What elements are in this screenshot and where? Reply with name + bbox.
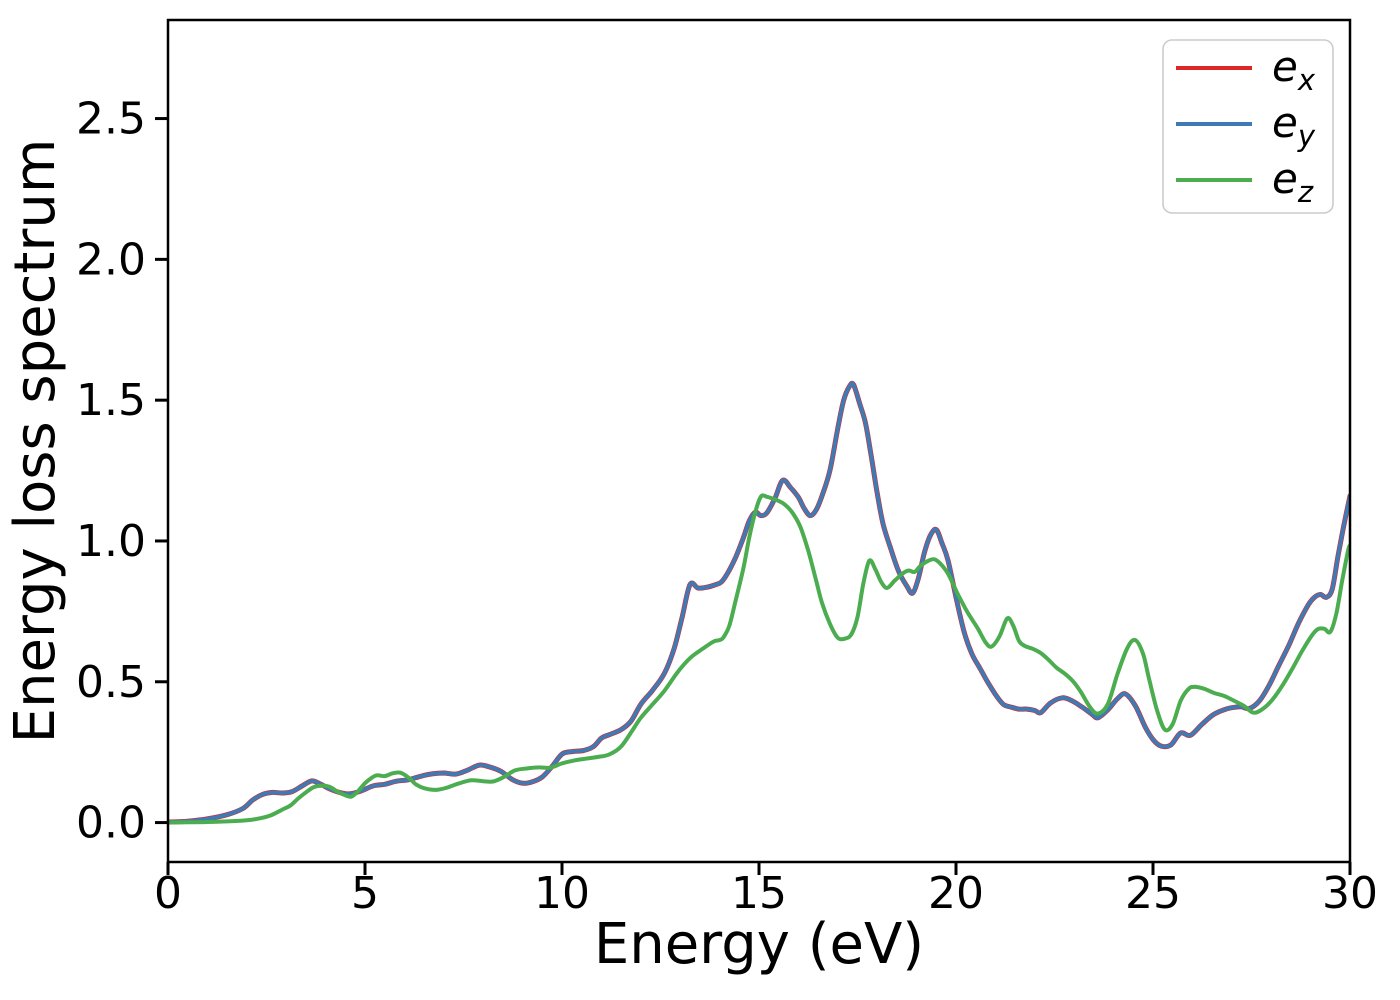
legend-box (1162, 39, 1334, 214)
y-tick-label: 0.5 (76, 657, 146, 708)
y-tick-label: 2.5 (76, 94, 146, 145)
y-tick-label: 1.5 (76, 375, 146, 426)
x-tick-label: 20 (928, 868, 984, 919)
series-e_x-line (168, 380, 1350, 825)
x-tick-label: 15 (731, 868, 787, 919)
series-e_y-line (168, 381, 1350, 824)
x-tick-label: 10 (534, 868, 590, 919)
legend-label-e-z: ez (1272, 154, 1314, 209)
x-axis-label: Energy (eV) (594, 912, 924, 977)
ticks-group: 0 5 10 15 20 25 30 0.0 0.5 1.0 1.5 2.0 2.5 (76, 94, 1378, 919)
y-tick-label: 1.0 (76, 516, 146, 567)
y-tick-label: 2.0 (76, 234, 146, 285)
y-axis-label: Energy loss spectrum (3, 139, 68, 744)
legend-label-e-y: ey (1272, 98, 1316, 153)
y-tick-label: 0.0 (76, 798, 146, 849)
x-tick-label: 25 (1125, 868, 1181, 919)
x-tick-label: 30 (1322, 868, 1378, 919)
series-e_z-line (168, 493, 1350, 825)
x-tick-label: 5 (351, 868, 379, 919)
series-group (168, 380, 1350, 825)
x-tick-label: 0 (154, 868, 182, 919)
legend-label-e-x: ex (1272, 42, 1316, 97)
